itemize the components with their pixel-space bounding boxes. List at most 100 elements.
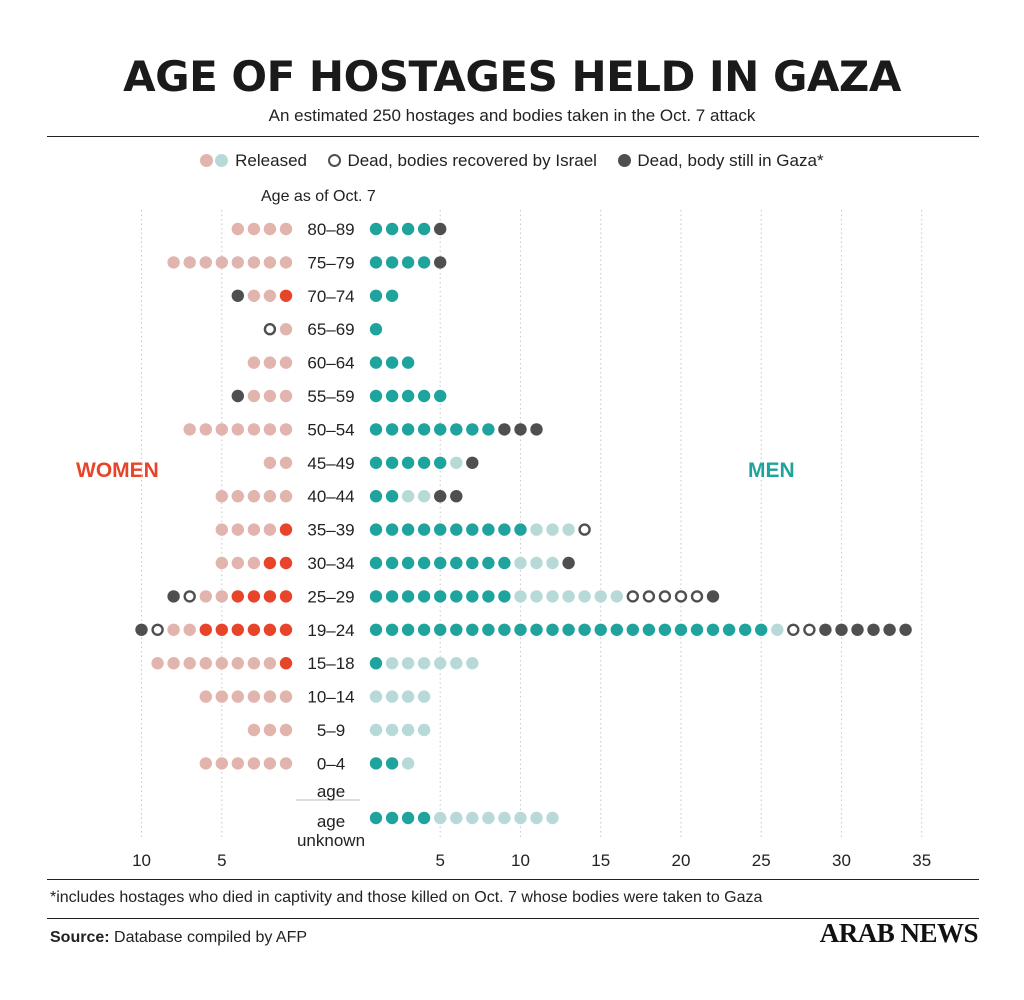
men-dot-held: [385, 490, 399, 503]
category-label: 65–69: [307, 320, 354, 339]
men-dot-held: [690, 623, 704, 636]
women-dot-released: [279, 222, 293, 236]
women-dot-released: [279, 423, 293, 436]
x-tick-men: 15: [591, 851, 610, 870]
source-line: Source: Database compiled by AFP: [50, 929, 307, 947]
category-label: 30–34: [307, 554, 354, 573]
men-dot-released: [771, 623, 784, 636]
women-dot-released: [199, 590, 212, 603]
women-dot-released: [263, 523, 277, 536]
men-dot-in_gaza: [498, 423, 511, 436]
men-dot-released: [434, 811, 447, 825]
women-dot-released: [279, 690, 293, 703]
category-label: 50–54: [307, 420, 354, 439]
category-label: 5–9: [317, 721, 345, 740]
category-label-unknown-line0: age: [317, 812, 345, 831]
men-dot-held: [417, 256, 431, 269]
category-label: 15–18: [307, 654, 354, 673]
men-dot-held: [385, 423, 399, 436]
men-dot-released: [401, 490, 415, 503]
men-dot-held: [530, 623, 543, 636]
women-dot-released: [215, 556, 228, 570]
women-label: WOMEN: [76, 459, 159, 482]
men-dot-held: [369, 757, 383, 770]
men-dot-released: [385, 657, 399, 670]
men-dot-recovered: [674, 590, 688, 603]
category-label-unknown-line2: unknown: [297, 831, 365, 850]
category-label: 80–89: [307, 220, 354, 239]
women-dot-released: [263, 423, 277, 436]
men-dot-in_gaza: [883, 623, 896, 636]
men-dot-held: [498, 556, 511, 570]
women-dot-held: [279, 289, 293, 302]
men-dot-in_gaza: [434, 256, 447, 269]
men-dot-in_gaza: [867, 623, 880, 636]
women-dot-released: [215, 256, 228, 269]
men-dot-released: [546, 556, 559, 570]
women-dot-in_gaza: [167, 590, 180, 603]
men-dot-held: [450, 556, 463, 570]
women-dot-held: [279, 657, 293, 670]
men-dot-released: [530, 590, 543, 603]
women-dot-recovered: [183, 590, 196, 603]
women-dot-released: [215, 690, 228, 703]
women-dot-released: [247, 423, 261, 436]
source-rule: [47, 918, 979, 919]
men-dot-held: [417, 623, 431, 636]
men-dot-recovered: [626, 590, 639, 603]
women-dot-released: [215, 490, 228, 503]
women-dot-held: [231, 623, 244, 636]
men-dot-released: [385, 723, 399, 737]
category-label-unknown-line1: age: [317, 782, 345, 801]
men-dot-recovered: [658, 590, 672, 603]
men-dot-released: [466, 811, 479, 825]
men-dot-held: [450, 523, 463, 536]
women-dot-released: [247, 490, 261, 503]
women-dot-released: [199, 423, 212, 436]
men-dot-held: [401, 356, 415, 369]
women-dot-released: [247, 356, 261, 369]
legend-released-label: Released: [235, 151, 307, 170]
men-dot-released: [401, 690, 415, 703]
category-label: 10–14: [307, 688, 354, 707]
men-dot-held: [546, 623, 559, 636]
chart-subtitle: An estimated 250 hostages and bodies tak…: [268, 106, 756, 125]
category-label: 75–79: [307, 253, 354, 272]
men-dot-held: [417, 389, 431, 403]
women-dot-released: [247, 690, 261, 703]
women-dot-recovered: [263, 323, 277, 336]
men-dot-held: [434, 623, 447, 636]
source-text: Database compiled by AFP: [114, 929, 308, 946]
women-dot-released: [215, 657, 228, 670]
men-dot-released: [530, 556, 543, 570]
men-dot-held: [369, 490, 383, 503]
men-dot-held: [417, 456, 431, 469]
women-dot-released: [263, 222, 277, 236]
women-dot-released: [279, 256, 293, 269]
women-dot-released: [263, 256, 277, 269]
women-dot-released: [199, 256, 212, 269]
women-dot-released: [279, 389, 293, 403]
men-dot-released: [562, 590, 575, 603]
men-dot-held: [401, 590, 415, 603]
men-dot-in_gaza: [466, 456, 479, 469]
men-dot-held: [498, 590, 511, 603]
men-dot-held: [369, 657, 383, 670]
men-dot-in_gaza: [530, 423, 543, 436]
women-dot-held: [263, 590, 277, 603]
men-dot-released: [514, 811, 527, 825]
women-dot-held: [279, 523, 293, 536]
men-dot-held: [466, 523, 479, 536]
men-dot-held: [706, 623, 720, 636]
men-dot-recovered: [578, 523, 591, 536]
category-label: 70–74: [307, 287, 354, 306]
men-dot-released: [369, 723, 383, 737]
x-tick-men: 35: [912, 851, 931, 870]
women-dot-released: [231, 556, 244, 570]
women-dot-released: [247, 723, 261, 737]
women-dot-released: [263, 690, 277, 703]
legend-recovered-swatch: [327, 154, 341, 167]
women-dot-released: [183, 657, 196, 670]
category-label: 25–29: [307, 587, 354, 606]
men-dot-held: [610, 623, 623, 636]
